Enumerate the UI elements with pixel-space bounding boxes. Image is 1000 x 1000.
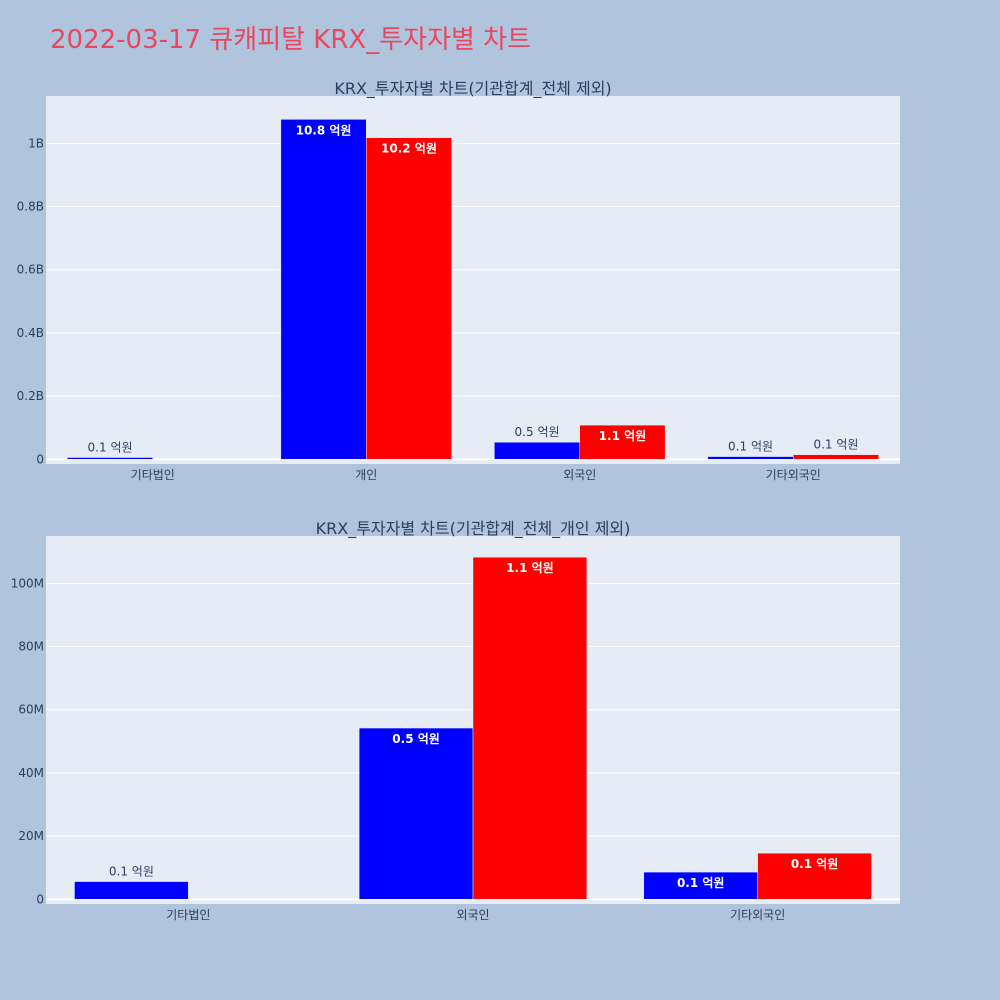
chart-title: KRX_투자자별 차트(기관합계_전체_개인 제외) — [316, 519, 631, 539]
data-label: 10.2 억원 — [381, 142, 437, 156]
plot-background — [46, 96, 900, 464]
y-tick-label: 100M — [11, 576, 44, 590]
bar — [579, 424, 666, 460]
y-tick-label: 0.2B — [17, 389, 44, 403]
bar — [280, 119, 367, 460]
data-label: 0.5 억원 — [515, 425, 560, 439]
bar — [74, 881, 189, 900]
bar — [358, 727, 474, 900]
chart-2: 0 20M 40M 60M 80M 100M KRX_투자자별 차트(기관합계_전체_개인 … — [11, 519, 900, 922]
data-label: 0.5 억원 — [392, 732, 440, 746]
bar — [643, 871, 758, 900]
bar — [793, 454, 879, 460]
data-label: 0.1 억원 — [677, 876, 725, 890]
x-tick-label: 기타외국인 — [730, 908, 785, 922]
chart-title: KRX_투자자별 차트(기관합계_전체 제외) — [334, 79, 611, 99]
data-label: 1.1 억원 — [506, 561, 554, 575]
y-tick-label: 1B — [28, 136, 44, 150]
y-tick-label: 60M — [18, 703, 44, 717]
x-tick-label: 기타법인 — [131, 468, 175, 482]
y-tick-label: 0 — [36, 892, 44, 906]
bar — [757, 852, 872, 900]
x-tick-label: 기타외국인 — [766, 468, 821, 482]
x-tick-label: 외국인 — [456, 908, 489, 922]
bar — [472, 556, 588, 900]
x-tick-label: 외국인 — [563, 468, 596, 482]
y-tick-label: 80M — [18, 640, 44, 654]
data-label: 0.1 억원 — [109, 865, 154, 879]
data-label: 10.8 억원 — [296, 123, 352, 137]
y-tick-label: 0.8B — [17, 200, 44, 214]
y-tick-label: 0 — [36, 452, 44, 466]
bar — [707, 456, 794, 460]
chart-1: 0 0.2B 0.4B 0.6B 0.8B 1B KRX_투자자별 차트(기관합계_전체 제… — [17, 79, 900, 482]
data-label: 0.1 억원 — [813, 438, 858, 452]
bar — [494, 441, 581, 460]
x-tick-label: 기타법인 — [166, 908, 210, 922]
y-tick-label: 40M — [18, 766, 44, 780]
data-label: 0.1 억원 — [728, 440, 773, 454]
bar — [67, 457, 153, 460]
y-tick-label: 0.6B — [17, 263, 44, 277]
data-label: 0.1 억원 — [88, 441, 133, 455]
x-tick-label: 개인 — [355, 468, 377, 482]
data-label: 1.1 억원 — [599, 429, 647, 443]
data-label: 0.1 억원 — [791, 857, 839, 871]
y-tick-label: 20M — [18, 829, 44, 843]
bar — [366, 137, 452, 460]
page-title: 2022-03-17 큐캐피탈 KRX_투자자별 차트 — [50, 25, 532, 55]
y-tick-label: 0.4B — [17, 326, 44, 340]
